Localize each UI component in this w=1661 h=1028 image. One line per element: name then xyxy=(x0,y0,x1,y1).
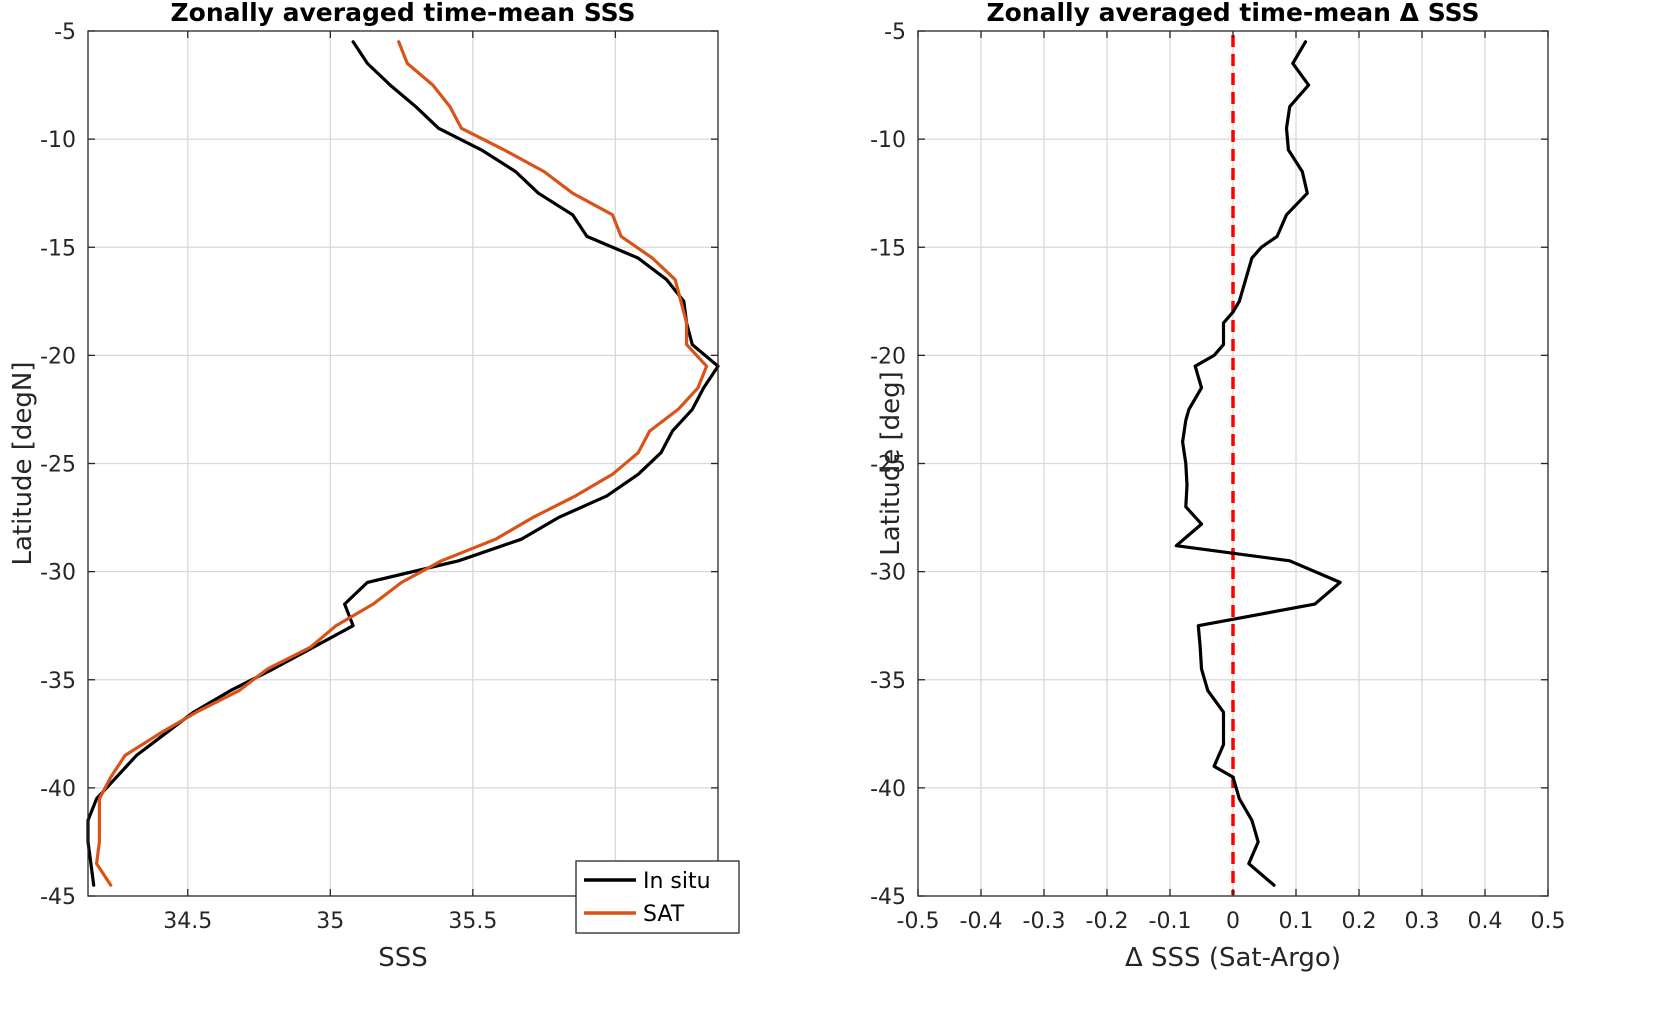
y-tick-label: -25 xyxy=(870,453,906,478)
series-line-in-situ xyxy=(86,40,720,887)
series-line-sat xyxy=(95,40,709,887)
y-tick-label: -10 xyxy=(870,128,906,153)
y-tick-label: -20 xyxy=(870,344,906,369)
left-chart-title: Zonally averaged time-mean SSS xyxy=(171,0,636,27)
legend: In situ SAT xyxy=(575,860,740,934)
right-x-axis-label: Δ SSS (Sat-Argo) xyxy=(1125,943,1341,973)
y-tick-label: -15 xyxy=(40,236,76,261)
legend-label-sat: SAT xyxy=(643,902,685,927)
left-x-axis-label: SSS xyxy=(378,943,428,973)
x-tick-label: 35.5 xyxy=(448,909,497,934)
x-tick-label: 34.5 xyxy=(163,909,212,934)
x-tick-label: -0.1 xyxy=(1149,909,1192,934)
x-tick-label: -0.4 xyxy=(960,909,1003,934)
y-tick-label: -35 xyxy=(40,669,76,694)
y-tick-label: -25 xyxy=(40,453,76,478)
legend-box xyxy=(575,860,740,934)
y-tick-label: -5 xyxy=(884,20,906,45)
x-tick-label: 0.1 xyxy=(1279,909,1314,934)
x-tick-label: -0.3 xyxy=(1023,909,1066,934)
y-tick-label: -35 xyxy=(870,669,906,694)
right-panel: -0.5 -0.4 -0.3 -0.2 -0.1 0 0.1 0.2 0.3 0.4 0.5 -45 -… xyxy=(870,0,1565,973)
y-tick-label: -30 xyxy=(40,561,76,586)
series-line-delta-sss xyxy=(1174,40,1342,887)
y-tick-label: -45 xyxy=(870,885,906,910)
y-tick-label: -45 xyxy=(40,885,76,910)
x-tick-label: 0.5 xyxy=(1531,909,1566,934)
right-y-axis-label: Latitude [deg] xyxy=(876,371,906,556)
right-series-lines xyxy=(1174,35,1342,895)
x-tick-label: 0.2 xyxy=(1342,909,1377,934)
left-y-axis-label: Latitude [degN] xyxy=(8,361,38,565)
x-tick-label: 0.3 xyxy=(1405,909,1440,934)
y-tick-label: -5 xyxy=(54,20,76,45)
y-tick-label: -40 xyxy=(40,777,76,802)
y-tick-label: -20 xyxy=(40,344,76,369)
x-tick-label: -0.2 xyxy=(1086,909,1129,934)
y-tick-label: -40 xyxy=(870,777,906,802)
x-tick-label: 0.4 xyxy=(1468,909,1503,934)
left-series-lines xyxy=(86,40,720,887)
y-tick-label: -10 xyxy=(40,128,76,153)
y-tick-label: -30 xyxy=(870,561,906,586)
right-ticks: -0.5 -0.4 -0.3 -0.2 -0.1 0 0.1 0.2 0.3 0.4 0.5 -45 -… xyxy=(870,20,1565,934)
x-tick-label: -0.5 xyxy=(897,909,940,934)
y-tick-label: -15 xyxy=(870,236,906,261)
right-chart-title: Zonally averaged time-mean Δ SSS xyxy=(987,0,1480,27)
x-tick-label: 0 xyxy=(1226,909,1240,934)
x-tick-label: 35 xyxy=(316,909,344,934)
legend-label-in-situ: In situ xyxy=(643,869,711,894)
